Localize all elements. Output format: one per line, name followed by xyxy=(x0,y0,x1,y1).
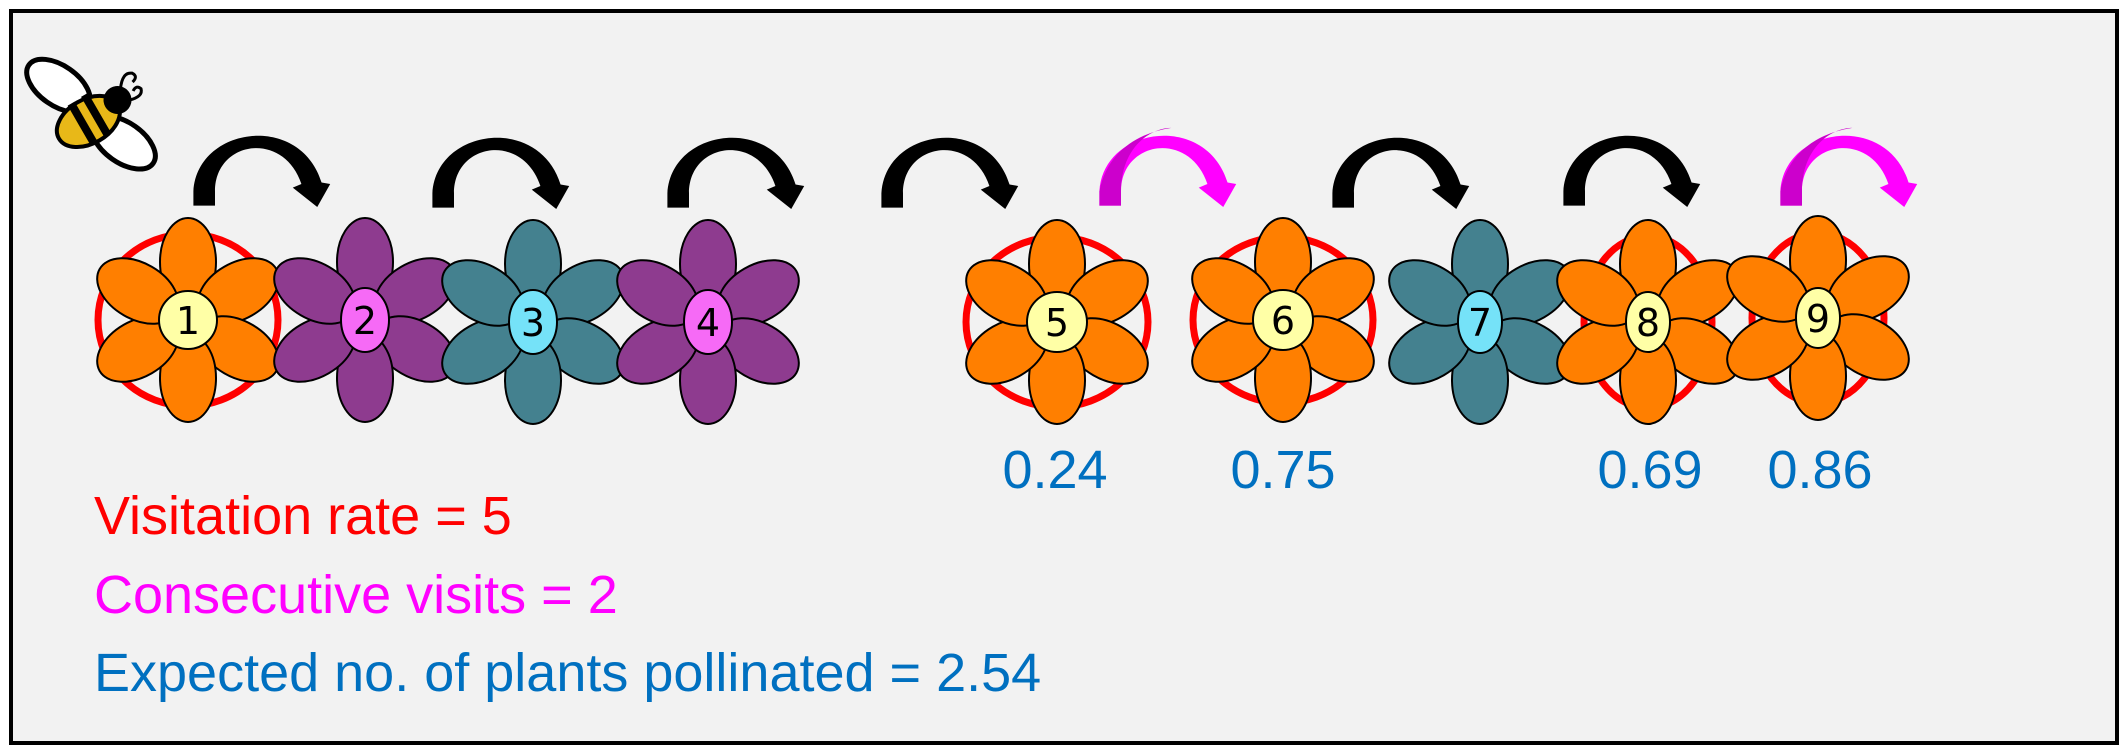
arrow-8-to-9-consecutive xyxy=(1780,127,1918,208)
arrow-1-to-2 xyxy=(193,135,331,208)
flower-2: 2 xyxy=(261,217,469,423)
arrow-5-to-6-consecutive xyxy=(1099,127,1237,208)
flower-4: 4 xyxy=(604,219,812,425)
expected-pollinated-text: Expected no. of plants pollinated = 2.54 xyxy=(94,643,1042,703)
flower-1: 1 xyxy=(84,217,292,423)
arrow-7-to-8 xyxy=(1563,135,1701,208)
flower-number: 8 xyxy=(1636,301,1660,345)
value-flower-5: 0.24 xyxy=(1002,440,1108,500)
flower-6: 6 xyxy=(1179,217,1387,423)
flower-5: 5 xyxy=(953,219,1161,425)
flower-number: 5 xyxy=(1045,301,1069,345)
flower-number: 1 xyxy=(176,299,200,343)
flower-number: 4 xyxy=(696,301,720,345)
value-flower-8: 0.69 xyxy=(1597,440,1703,500)
flower-7: 7 xyxy=(1376,219,1584,425)
visitation-rate-text: Visitation rate = 5 xyxy=(94,486,512,546)
flower-8: 8 xyxy=(1544,219,1752,425)
flower-number: 2 xyxy=(353,299,377,343)
flower-number: 6 xyxy=(1271,299,1295,343)
flower-9: 9 xyxy=(1714,215,1922,421)
flower-number: 9 xyxy=(1806,297,1830,341)
arrow-2-to-3 xyxy=(432,137,570,210)
flower-number: 3 xyxy=(521,301,545,345)
consecutive-visits-text: Consecutive visits = 2 xyxy=(94,565,618,625)
value-flower-9: 0.86 xyxy=(1767,440,1873,500)
flower-number: 7 xyxy=(1468,301,1492,345)
arrow-3-to-4 xyxy=(667,137,805,210)
arrow-6-to-7 xyxy=(1332,137,1470,210)
arrow-4-to-5 xyxy=(881,137,1019,210)
value-flower-6: 0.75 xyxy=(1230,440,1336,500)
flower-3: 3 xyxy=(429,219,637,425)
bee-icon xyxy=(24,56,158,172)
